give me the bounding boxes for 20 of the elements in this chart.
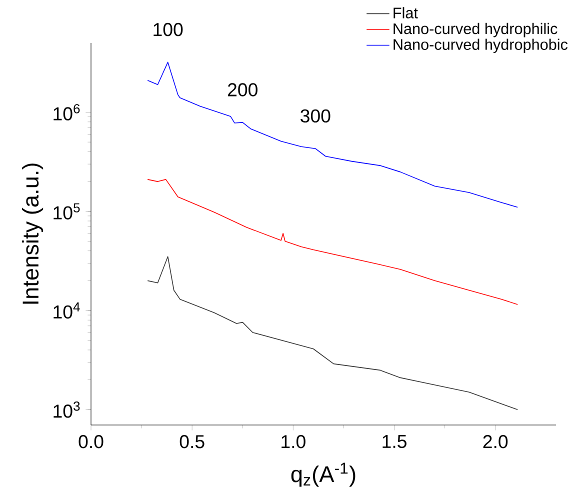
annotation: 300 [300,109,330,123]
annotation: 100 [154,22,183,36]
y-tick-label: 10$^{6}$ [54,104,80,120]
x-tick-label: 0.0 [78,435,104,448]
line-series [147,256,518,410]
y-axis-title: Intensity (a.u.) [22,164,44,304]
x-tick-label: 0.5 [180,435,204,448]
x-tick-label: 2.0 [483,435,508,448]
x-tick-label: 1.5 [382,435,406,448]
x-axis-title: q$_{z}$(A$^{-1}$) [291,462,356,487]
line-series [147,179,518,305]
legend-label: Flat [394,7,418,18]
y-tick-label: 10$^{4}$ [54,302,80,319]
legend-label: Nano-curved hydrophobic [394,38,568,53]
annotation: 200 [228,83,258,96]
y-tick-label: 10$^{5}$ [54,203,80,220]
y-tick-label: 10$^{3}$ [54,401,80,418]
x-tick-label: 1.0 [282,435,306,448]
legend-label: Nano-curved hydrophilic [394,22,558,38]
line-series [147,62,518,208]
